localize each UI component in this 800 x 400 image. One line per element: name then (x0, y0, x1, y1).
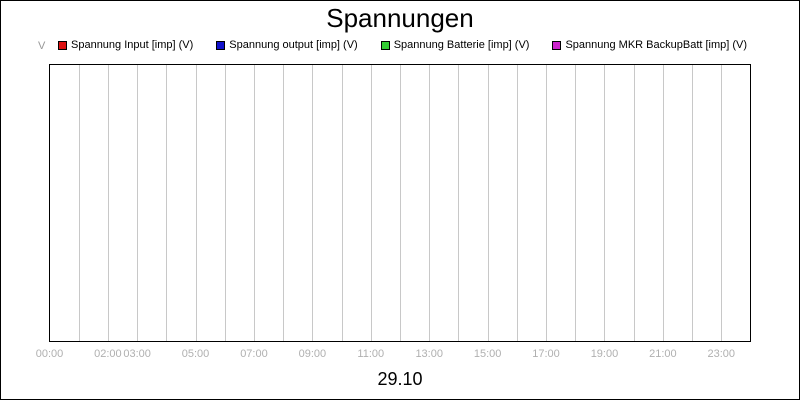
grid-lines (79, 64, 722, 342)
x-tick-label: 11:00 (357, 348, 384, 360)
legend-item-output: Spannung output [imp] (V) (216, 39, 358, 51)
x-tick-label: 00:00 (36, 348, 64, 360)
plot-border (49, 64, 751, 342)
x-tick-label: 03:00 (123, 348, 151, 360)
legend-label-backupbatt: Spannung MKR BackupBatt [imp] (V) (565, 39, 748, 51)
legend: Spannung Input [imp] (V) Spannung output… (58, 38, 770, 52)
x-tick-label: 07:00 (240, 348, 268, 360)
x-tick-label: 21:00 (649, 348, 677, 360)
x-tick-label: 17:00 (532, 348, 560, 360)
x-tick-label: 23:00 (708, 348, 736, 360)
x-axis-label: 29.10 (377, 369, 423, 389)
x-axis-ticks: 00:00 02:00 03:00 05:00 07:00 09:00 11:00 13:00… (36, 348, 735, 360)
legend-swatch-backupbatt (552, 40, 562, 50)
legend-label-output: Spannung output [imp] (V) (229, 39, 358, 51)
x-tick-label: 02:00 (94, 348, 122, 360)
x-tick-label: 05:00 (182, 348, 210, 360)
x-tick-label: 15:00 (474, 348, 502, 360)
legend-swatch-batterie (380, 40, 390, 50)
legend-item-backupbatt: Spannung MKR BackupBatt [imp] (V) (552, 39, 747, 51)
chart-title: Spannungen (326, 3, 474, 33)
x-tick-label: 13:00 (415, 348, 443, 360)
x-tick-label: 09:00 (299, 348, 327, 360)
legend-swatch-output (216, 40, 226, 50)
legend-item-batterie: Spannung Batterie [imp] (V) (380, 39, 530, 51)
legend-swatch-input (58, 40, 67, 50)
x-tick-label: 19:00 (591, 348, 619, 360)
legend-label-input: Spannung Input [imp] (V) (71, 39, 194, 51)
legend-item-input: Spannung Input [imp] (V) (58, 39, 193, 51)
legend-label-batterie: Spannung Batterie [imp] (V) (393, 39, 530, 51)
y-axis-label: V (38, 40, 46, 52)
